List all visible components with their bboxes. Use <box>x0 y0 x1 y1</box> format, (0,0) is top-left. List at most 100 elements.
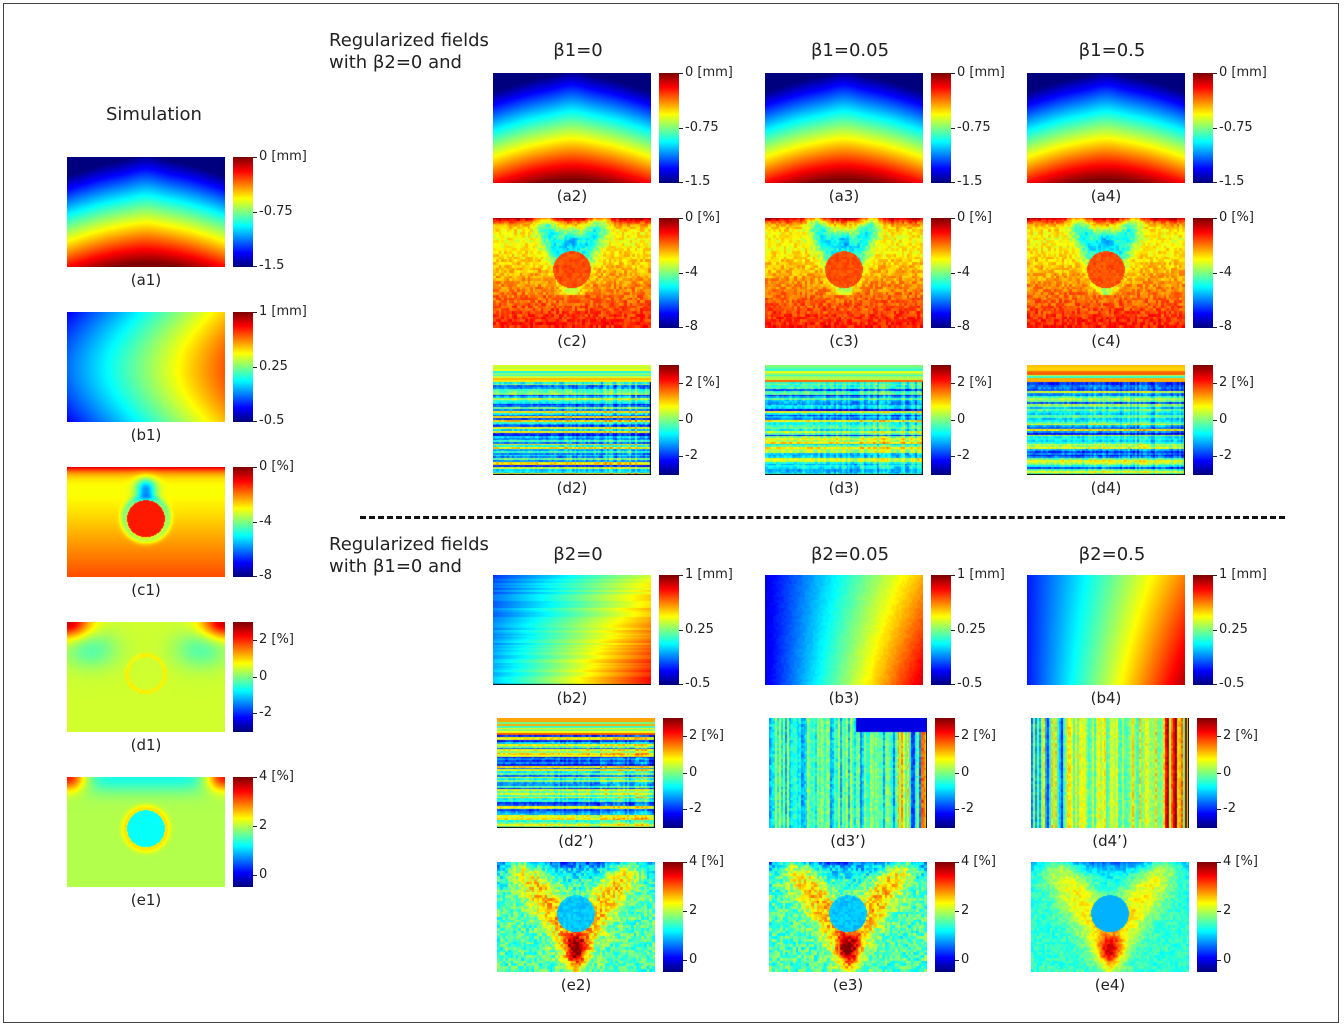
colorbar-tick-label: 4 [%] <box>1223 854 1258 869</box>
colorbar-a4 <box>1193 73 1213 183</box>
bottom-block-heading: Regularized fields with β1=0 and <box>329 534 489 578</box>
field-map-e4 <box>1031 862 1189 972</box>
colorbar-tickmark <box>679 128 683 129</box>
colorbar-tickmark <box>683 911 687 912</box>
colorbar-tick-label: -1.5 <box>957 174 983 189</box>
column-title-beta1-0.5: β1=0.5 <box>1078 40 1146 61</box>
panel-label-d4: (d4) <box>1090 479 1122 497</box>
colorbar-tick-label: -0.5 <box>1219 676 1245 691</box>
colorbar-tickmark <box>253 677 257 678</box>
colorbar-tickmark <box>951 630 955 631</box>
colorbar-tick-label: 2 <box>961 903 970 918</box>
colorbar-tickmark <box>679 273 683 274</box>
colorbar-tickmark <box>1213 684 1217 685</box>
colorbar-tickmark <box>253 522 257 523</box>
colorbar-tick-label: -2 <box>685 448 698 463</box>
colorbar-tickmark <box>1213 73 1217 74</box>
colorbar-tick-label: 0 <box>1223 765 1232 780</box>
colorbar-tick-label: -2 <box>961 801 974 816</box>
colorbar-d4p <box>1197 718 1217 828</box>
colorbar-tick-label: 2 [%] <box>957 375 992 390</box>
field-map-c2 <box>493 218 651 328</box>
colorbar-tick-label: -0.75 <box>685 120 719 135</box>
colorbar-tickmark <box>679 420 683 421</box>
colorbar-tick-label: -1.5 <box>259 258 285 273</box>
panel-label-c2: (c2) <box>557 332 587 350</box>
colorbar-tickmark <box>955 911 959 912</box>
column-title-beta2-0.05: β2=0.05 <box>810 544 890 565</box>
colorbar-tickmark <box>1217 809 1221 810</box>
colorbar-tick-label: -4 <box>957 265 970 280</box>
panel-label-c4: (c4) <box>1091 332 1121 350</box>
colorbar-tick-label: -2 <box>1219 448 1232 463</box>
field-map-b2 <box>493 575 651 685</box>
field-map-a2 <box>493 73 651 183</box>
colorbar-e1 <box>233 777 253 887</box>
colorbar-tick-label: 1 [mm] <box>685 567 733 582</box>
colorbar-tickmark <box>253 826 257 827</box>
colorbar-tickmark <box>683 960 687 961</box>
colorbar-tickmark <box>955 960 959 961</box>
top-block-heading-line-1: Regularized fields <box>329 30 489 51</box>
colorbar-tick-label: 0 <box>259 669 268 684</box>
colorbar-tickmark <box>951 273 955 274</box>
field-map-d2 <box>493 365 651 475</box>
colorbar-tick-label: 0 [%] <box>259 459 294 474</box>
colorbar-c4 <box>1193 218 1213 328</box>
field-map-b3 <box>765 575 923 685</box>
colorbar-tickmark <box>951 73 955 74</box>
colorbar-tick-label: 2 [%] <box>259 632 294 647</box>
colorbar-tickmark <box>1213 218 1217 219</box>
colorbar-tickmark <box>679 630 683 631</box>
colorbar-tick-label: -0.75 <box>957 120 991 135</box>
colorbar-tickmark <box>683 736 687 737</box>
colorbar-tickmark <box>955 773 959 774</box>
colorbar-tick-label: -4 <box>1219 265 1232 280</box>
colorbar-tickmark <box>253 212 257 213</box>
colorbar-tick-label: 4 [%] <box>961 854 996 869</box>
colorbar-tick-label: 0 <box>1223 952 1232 967</box>
colorbar-tickmark <box>951 420 955 421</box>
field-map-c1 <box>67 467 225 577</box>
field-map-e3 <box>769 862 927 972</box>
colorbar-tick-label: 1 [mm] <box>259 304 307 319</box>
colorbar-tick-label: 2 <box>1223 903 1232 918</box>
colorbar-tickmark <box>951 456 955 457</box>
panel-label-d2p: (d2’) <box>558 832 594 850</box>
field-map-d1 <box>67 622 225 732</box>
colorbar-tick-label: 0 <box>957 412 966 427</box>
colorbar-tickmark <box>679 383 683 384</box>
colorbar-tickmark <box>1213 420 1217 421</box>
colorbar-tickmark <box>253 875 257 876</box>
colorbar-e2 <box>663 862 683 972</box>
colorbar-tickmark <box>253 467 257 468</box>
colorbar-tickmark <box>1217 911 1221 912</box>
field-map-b4 <box>1027 575 1185 685</box>
colorbar-tickmark <box>1213 182 1217 183</box>
colorbar-tickmark <box>1217 862 1221 863</box>
top-block-heading-line-2: with β2=0 and <box>329 52 462 73</box>
colorbar-d4 <box>1193 365 1213 475</box>
colorbar-b4 <box>1193 575 1213 685</box>
colorbar-tick-label: 0 [mm] <box>685 65 733 80</box>
colorbar-tick-label: 4 [%] <box>689 854 724 869</box>
colorbar-tick-label: 0 [mm] <box>1219 65 1267 80</box>
colorbar-tick-label: -2 <box>957 448 970 463</box>
colorbar-b3 <box>931 575 951 685</box>
panel-label-d1: (d1) <box>130 736 162 754</box>
colorbar-tick-label: -4 <box>259 514 272 529</box>
colorbar-tick-label: 0 <box>1219 412 1228 427</box>
colorbar-c3 <box>931 218 951 328</box>
field-map-b1 <box>67 312 225 422</box>
bottom-block-heading-line-2: with β1=0 and <box>329 556 462 577</box>
colorbar-tick-label: 2 [%] <box>1219 375 1254 390</box>
colorbar-tick-label: -0.75 <box>1219 120 1253 135</box>
colorbar-tick-label: -8 <box>957 319 970 334</box>
colorbar-tickmark <box>253 266 257 267</box>
colorbar-tick-label: 0.25 <box>1219 622 1248 637</box>
colorbar-tickmark <box>253 312 257 313</box>
panel-label-e1: (e1) <box>130 891 162 909</box>
section-separator <box>360 516 1285 519</box>
colorbar-tick-label: 4 [%] <box>259 769 294 784</box>
colorbar-tick-label: 0 <box>961 952 970 967</box>
